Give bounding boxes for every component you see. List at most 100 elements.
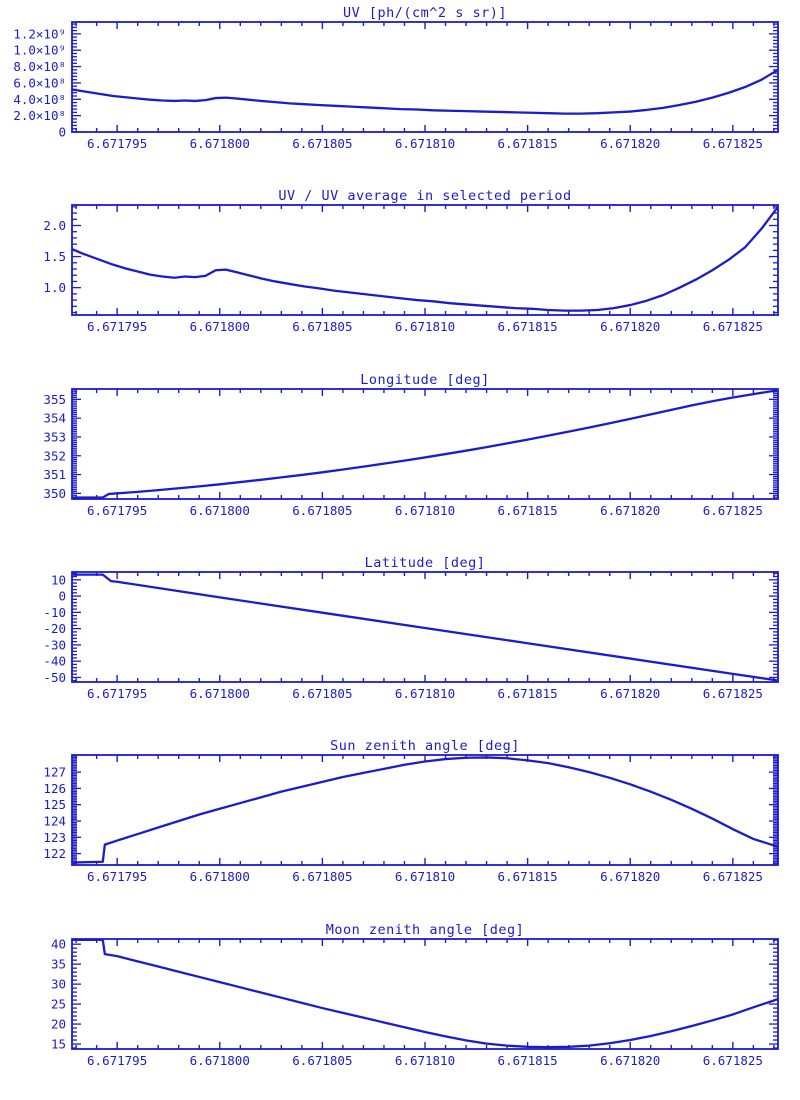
- y-axis-ticks: [72, 389, 778, 500]
- y-tick-label: 20: [51, 1017, 66, 1032]
- x-tick-label: 6.671810: [395, 869, 455, 884]
- y-tick-label: 2.0: [43, 218, 66, 233]
- x-tick-label: 6.671805: [292, 1053, 352, 1068]
- plot-canvas-sun-zenith: 6.671795 6.671800 6.671805 6.671810 6.671815…: [43, 754, 779, 884]
- y-tick-label: 40: [51, 937, 66, 952]
- x-axis-labels: 6.671795 6.671800 6.671805 6.671810 6.671815…: [87, 1053, 763, 1068]
- plot-canvas-moon-zenith: 6.671795 6.671800 6.671805 6.671810 6.671815…: [51, 937, 779, 1068]
- data-line: [72, 573, 778, 682]
- y-tick-label: 125: [43, 797, 66, 812]
- data-series: [72, 205, 778, 312]
- plot-canvas-uv: 6.671795 6.671800 6.671805 6.671810 6.671815…: [13, 21, 779, 151]
- x-tick-label: 6.671815: [498, 319, 558, 334]
- plot-title-uv: UV [ph/(cm^2 s sr)]: [343, 5, 507, 21]
- y-axis-labels: 15 20 25 30 35 40: [51, 937, 66, 1052]
- y-axis-labels: 350 351 352 353 354 355: [43, 392, 66, 501]
- y-tick-label: 355: [43, 392, 66, 407]
- y-tick-label: -30: [43, 637, 66, 652]
- panel-sun-zenith: Sun zenith angle [deg] 6.671795 6.671800 6…: [0, 733, 800, 916]
- plot-title-longitude: Longitude [deg]: [360, 372, 490, 388]
- y-tick-label: 35: [51, 957, 66, 972]
- data-line: [72, 68, 778, 115]
- plot-canvas-longitude: 6.671795 6.671800 6.671805 6.671810 6.671815…: [43, 388, 779, 518]
- x-tick-label: 6.671825: [703, 686, 763, 701]
- y-tick-label: 1.0: [43, 280, 66, 295]
- plot-frame: [71, 388, 779, 500]
- x-tick-label: 6.671815: [498, 686, 558, 701]
- y-axis-ticks: [72, 572, 778, 682]
- x-axis-ticks: [75, 22, 775, 132]
- y-tick-label: 126: [43, 781, 66, 796]
- y-tick-label: 353: [43, 429, 66, 444]
- plot-title-uv-ratio: UV / UV average in selected period: [278, 188, 572, 204]
- y-tick-label: 1.5: [43, 249, 66, 264]
- x-axis-labels: 6.671795 6.671800 6.671805 6.671810 6.671815…: [87, 503, 763, 518]
- y-axis-labels: 1.0 1.5 2.0: [43, 218, 66, 295]
- x-axis-ticks: [75, 755, 775, 865]
- y-tick-label: 1.2×10⁹: [13, 26, 66, 41]
- y-tick-label: 351: [43, 467, 66, 482]
- x-tick-label: 6.671820: [600, 503, 660, 518]
- y-tick-label: 124: [43, 814, 66, 829]
- y-tick-label: -50: [43, 670, 66, 685]
- x-axis-ticks: [75, 939, 775, 1049]
- y-tick-label: 127: [43, 765, 66, 780]
- data-series: [72, 756, 778, 864]
- x-tick-label: 6.671805: [292, 686, 352, 701]
- data-series: [72, 573, 778, 682]
- plot-frame: [71, 204, 779, 316]
- x-tick-label: 6.671805: [292, 136, 352, 151]
- x-tick-label: 6.671795: [87, 686, 147, 701]
- x-axis-ticks: [75, 389, 775, 499]
- plot-frame: [71, 754, 779, 866]
- x-tick-label: 6.671805: [292, 319, 352, 334]
- y-tick-label: 0: [58, 125, 66, 140]
- y-axis-ticks: [72, 206, 778, 314]
- x-tick-label: 6.671800: [190, 136, 250, 151]
- y-tick-label: -40: [43, 654, 66, 669]
- plot-frame: [71, 21, 779, 133]
- data-line: [72, 205, 778, 312]
- y-tick-label: 6.0×10⁸: [13, 75, 66, 90]
- x-tick-label: 6.671810: [395, 1053, 455, 1068]
- x-tick-label: 6.671810: [395, 136, 455, 151]
- y-tick-label: 2.0×10⁸: [13, 108, 66, 123]
- x-tick-label: 6.671820: [600, 136, 660, 151]
- x-tick-label: 6.671795: [87, 1053, 147, 1068]
- plot-canvas-latitude: 6.671795 6.671800 6.671805 6.671810 6.671815…: [43, 571, 779, 701]
- y-tick-label: 4.0×10⁸: [13, 92, 66, 107]
- x-tick-label: 6.671825: [703, 1053, 763, 1068]
- y-axis-ticks: [72, 23, 778, 133]
- y-tick-label: 25: [51, 997, 66, 1012]
- x-axis-ticks: [75, 572, 775, 682]
- y-axis-ticks: [72, 939, 778, 1049]
- x-tick-label: 6.671815: [498, 136, 558, 151]
- x-tick-label: 6.671825: [703, 319, 763, 334]
- x-tick-label: 6.671795: [87, 503, 147, 518]
- x-tick-label: 6.671810: [395, 319, 455, 334]
- y-tick-label: -10: [43, 605, 66, 620]
- panel-uv-ratio: UV / UV average in selected period 6.671…: [0, 183, 800, 366]
- y-tick-label: 8.0×10⁸: [13, 59, 66, 74]
- x-tick-label: 6.671820: [600, 686, 660, 701]
- y-tick-label: 352: [43, 448, 66, 463]
- y-tick-label: 350: [43, 486, 66, 501]
- x-tick-label: 6.671815: [498, 1053, 558, 1068]
- data-series: [72, 68, 778, 115]
- y-axis-ticks: [72, 755, 778, 866]
- y-tick-label: 122: [43, 846, 66, 861]
- plot-title-latitude: Latitude [deg]: [364, 555, 486, 571]
- x-tick-label: 6.671825: [703, 869, 763, 884]
- x-tick-label: 6.671805: [292, 869, 352, 884]
- panel-moon-zenith: Moon zenith angle [deg] 6.671795 6.671800…: [0, 917, 800, 1100]
- x-axis-labels: 6.671795 6.671800 6.671805 6.671810 6.671815…: [87, 136, 763, 151]
- y-tick-label: 354: [43, 411, 66, 426]
- x-tick-label: 6.671800: [190, 1053, 250, 1068]
- x-tick-label: 6.671820: [600, 869, 660, 884]
- data-line: [72, 756, 778, 864]
- x-axis-labels: 6.671795 6.671800 6.671805 6.671810 6.671815…: [87, 319, 763, 334]
- y-tick-label: 0: [58, 589, 66, 604]
- x-tick-label: 6.671800: [190, 686, 250, 701]
- x-tick-label: 6.671815: [498, 869, 558, 884]
